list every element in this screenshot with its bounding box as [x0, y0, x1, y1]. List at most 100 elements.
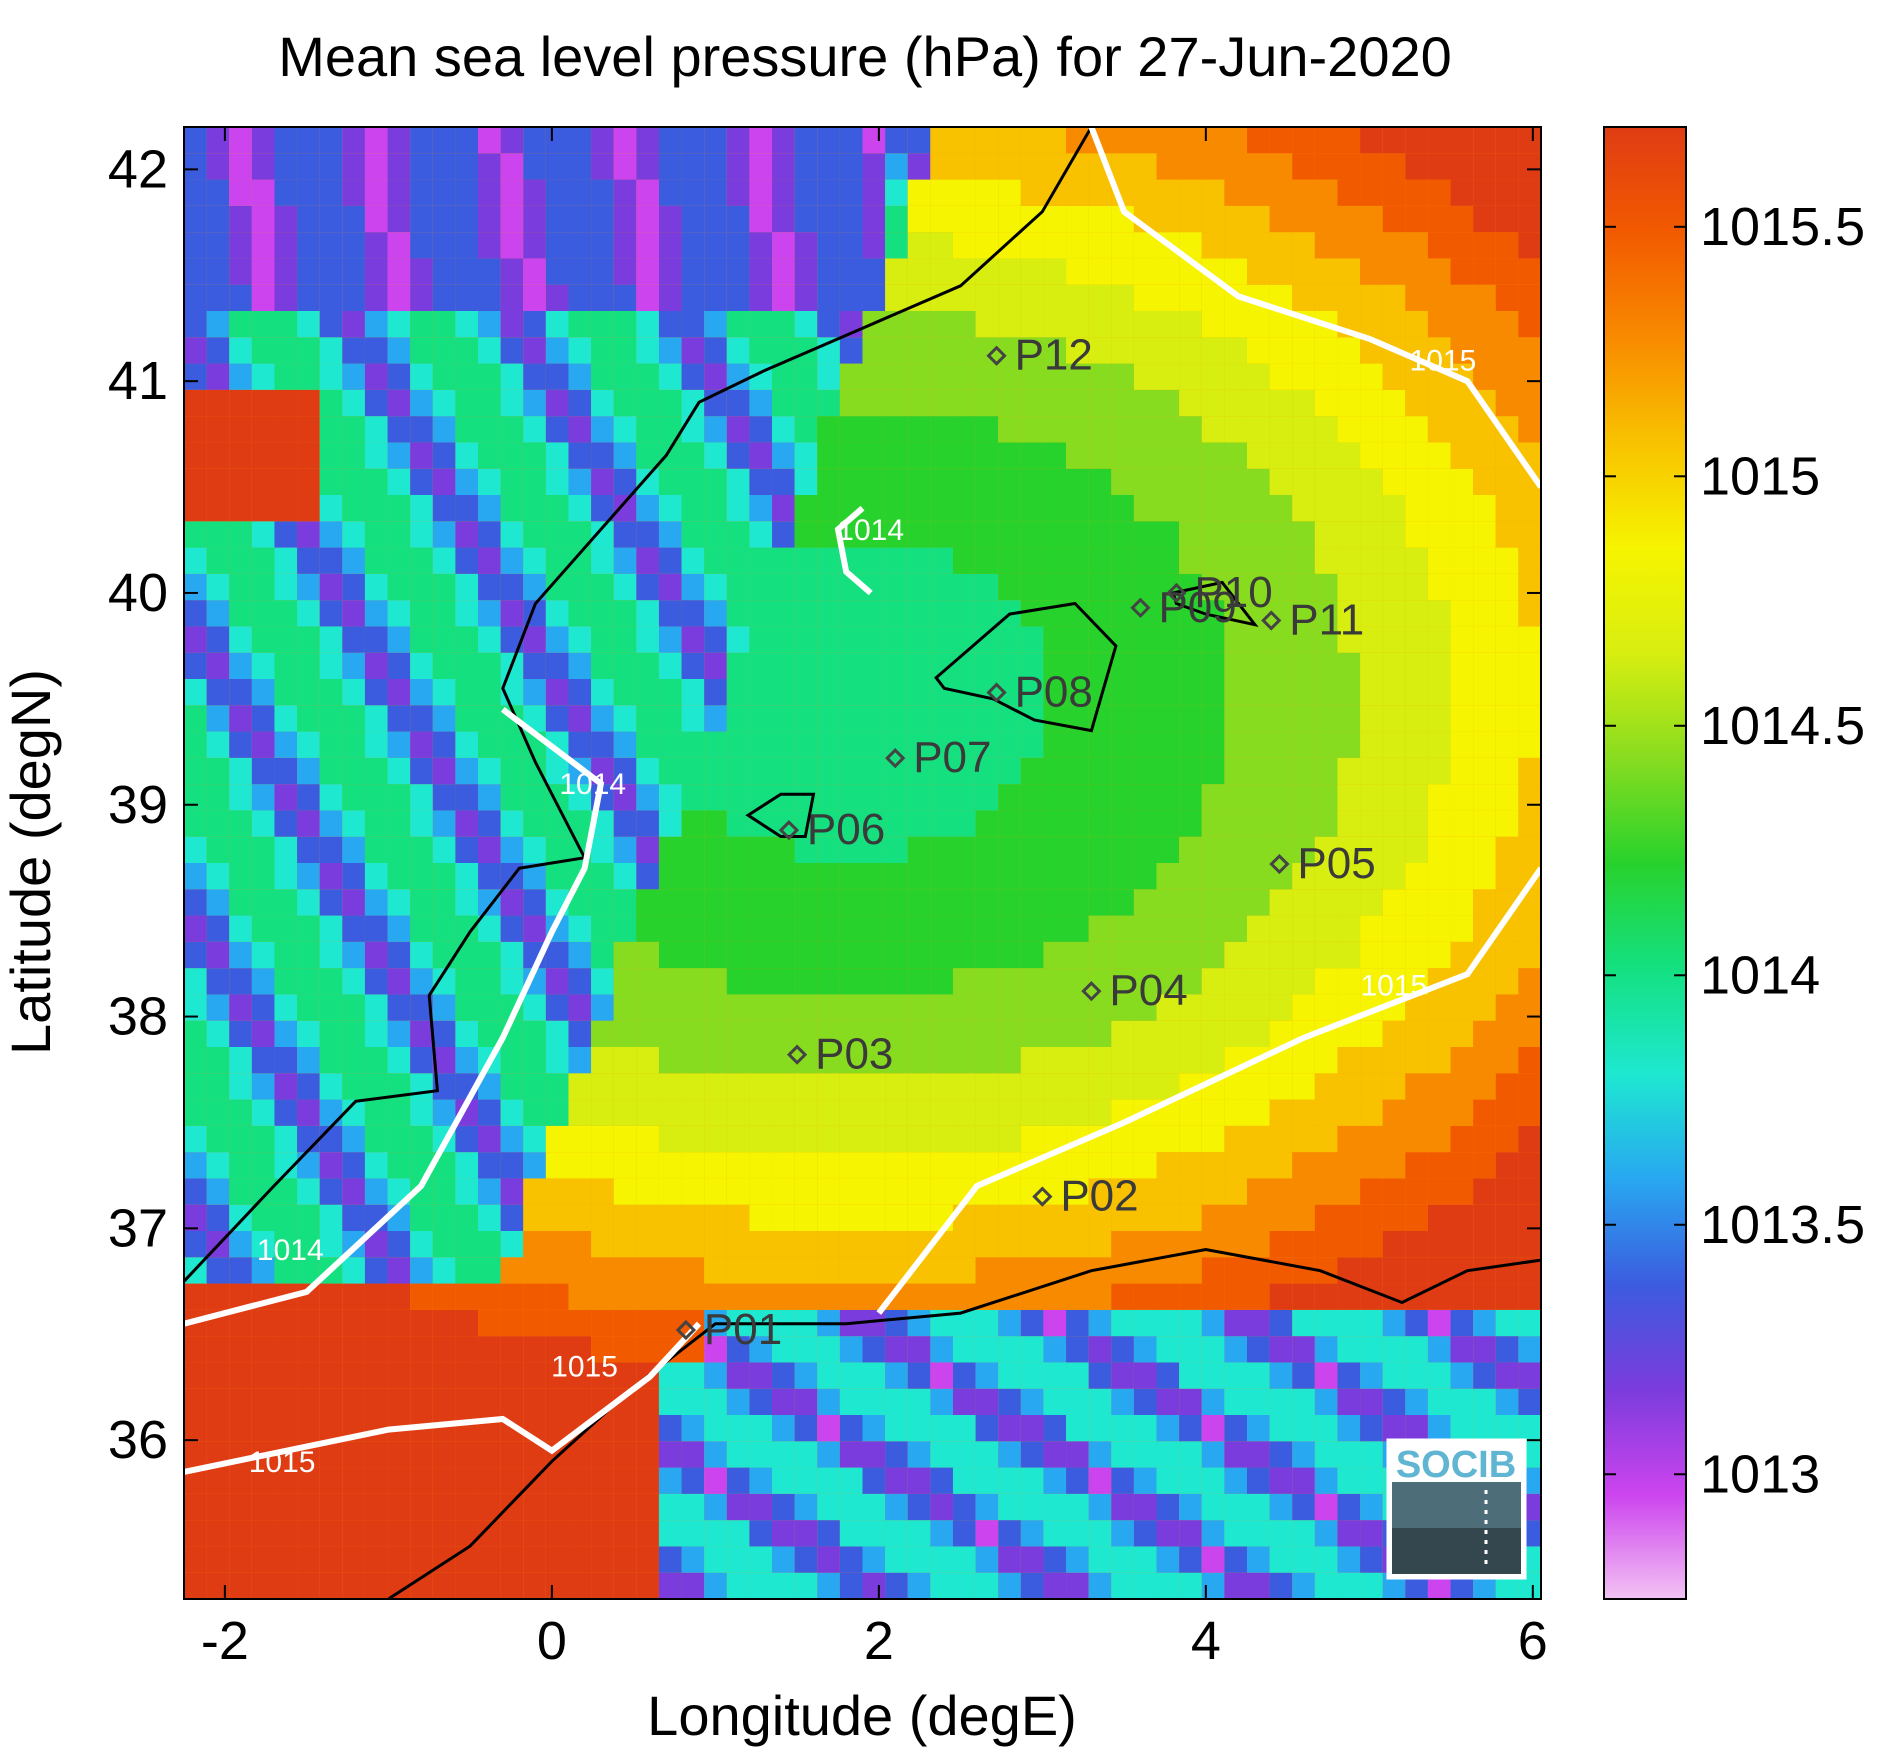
field-cell — [704, 337, 727, 364]
field-cell — [975, 442, 999, 469]
field-cell — [387, 1231, 411, 1258]
field-cell — [1518, 652, 1541, 679]
field-cell — [1337, 1178, 1361, 1205]
field-cell — [1156, 1309, 1180, 1337]
station-marker-icon — [1269, 853, 1290, 875]
field-cell — [1518, 1204, 1541, 1231]
field-cell — [1111, 600, 1134, 627]
field-cell — [1495, 416, 1519, 443]
field-cell — [1246, 1204, 1270, 1231]
field-cell — [681, 1231, 705, 1258]
field-cell — [862, 731, 886, 758]
field-cell — [297, 1467, 320, 1494]
field-cell — [1382, 442, 1406, 469]
station-p04[interactable]: P04 — [1081, 966, 1188, 1015]
field-cell — [975, 311, 999, 338]
field-cell — [1450, 1231, 1474, 1258]
field-cell — [772, 679, 795, 706]
field-cell — [1450, 153, 1474, 180]
field-cell — [975, 1572, 999, 1599]
field-cell — [613, 547, 637, 574]
field-cell — [1246, 1520, 1270, 1547]
station-p10[interactable]: P10 — [1166, 568, 1273, 617]
field-cell — [839, 600, 863, 627]
field-cell — [1179, 915, 1202, 942]
field-cell — [1314, 1283, 1338, 1310]
field-cell — [681, 1178, 705, 1205]
field-cell — [1518, 389, 1541, 417]
field-cell — [1314, 810, 1338, 837]
field-cell — [229, 652, 252, 679]
field-cell — [229, 600, 252, 627]
field-cell — [229, 153, 252, 180]
field-cell — [704, 1178, 727, 1205]
field-cell — [749, 1178, 773, 1205]
station-p12[interactable]: P12 — [986, 331, 1093, 380]
field-cell — [885, 337, 908, 364]
field-cell — [930, 1152, 953, 1179]
field-cell — [1337, 1467, 1361, 1494]
station-p02[interactable]: P02 — [1032, 1172, 1139, 1221]
station-p07[interactable]: P07 — [885, 733, 991, 782]
field-cell — [387, 1467, 411, 1494]
field-cell — [1473, 784, 1496, 811]
field-cell — [1088, 600, 1112, 627]
field-cell — [613, 1467, 637, 1494]
field-cell — [1043, 784, 1067, 811]
field-cell — [184, 1415, 207, 1442]
field-cell — [500, 1257, 524, 1284]
field-cell — [613, 1073, 637, 1100]
field-cell — [613, 600, 637, 627]
station-p06[interactable]: P06 — [778, 805, 885, 854]
field-cell — [1088, 1152, 1112, 1179]
field-cell — [274, 311, 298, 338]
field-cell — [229, 968, 252, 995]
field-cell — [229, 731, 252, 758]
field-cell — [1292, 127, 1315, 154]
field-cell — [613, 836, 637, 863]
station-label: P02 — [1060, 1172, 1138, 1221]
station-p03[interactable]: P03 — [786, 1030, 893, 1079]
station-p05[interactable]: P05 — [1269, 839, 1376, 888]
field-cell — [432, 1047, 456, 1074]
field-cell — [342, 626, 365, 653]
field-cell — [998, 863, 1021, 890]
field-cell — [478, 1073, 501, 1100]
field-cell — [839, 416, 863, 443]
field-cell — [681, 127, 705, 154]
field-cell — [1088, 652, 1112, 679]
field-cell — [500, 731, 524, 758]
field-cell — [1224, 232, 1247, 259]
field-cell — [1111, 1572, 1134, 1599]
field-cell — [251, 127, 275, 154]
field-cell — [794, 652, 818, 679]
field-cell — [794, 1257, 818, 1284]
field-cell — [1518, 1362, 1541, 1389]
field-cell — [1269, 731, 1293, 758]
field-cell — [681, 1467, 705, 1494]
field-cell — [1450, 1204, 1474, 1231]
station-p01[interactable]: P01 — [675, 1305, 782, 1354]
field-cell — [1133, 547, 1157, 574]
field-cell — [1179, 337, 1202, 364]
field-cell — [930, 389, 953, 417]
field-cell — [1473, 1415, 1496, 1442]
field-cell — [636, 705, 659, 732]
field-cell — [1088, 1309, 1112, 1337]
field-cell — [1246, 810, 1270, 837]
station-p08[interactable]: P08 — [986, 668, 1093, 717]
station-p11[interactable]: P11 — [1261, 595, 1364, 644]
field-cell — [1043, 337, 1067, 364]
field-cell — [749, 915, 773, 942]
field-cell — [907, 1073, 931, 1100]
field-cell — [1020, 1388, 1044, 1415]
field-cell — [1405, 1309, 1428, 1337]
field-cell — [839, 1441, 863, 1468]
field-cell — [1427, 547, 1451, 574]
field-cell — [523, 153, 546, 180]
field-cell — [1201, 1204, 1225, 1231]
field-cell — [319, 468, 343, 495]
field-cell — [704, 521, 727, 548]
field-cell — [658, 1309, 682, 1337]
field-cell — [726, 1283, 750, 1310]
